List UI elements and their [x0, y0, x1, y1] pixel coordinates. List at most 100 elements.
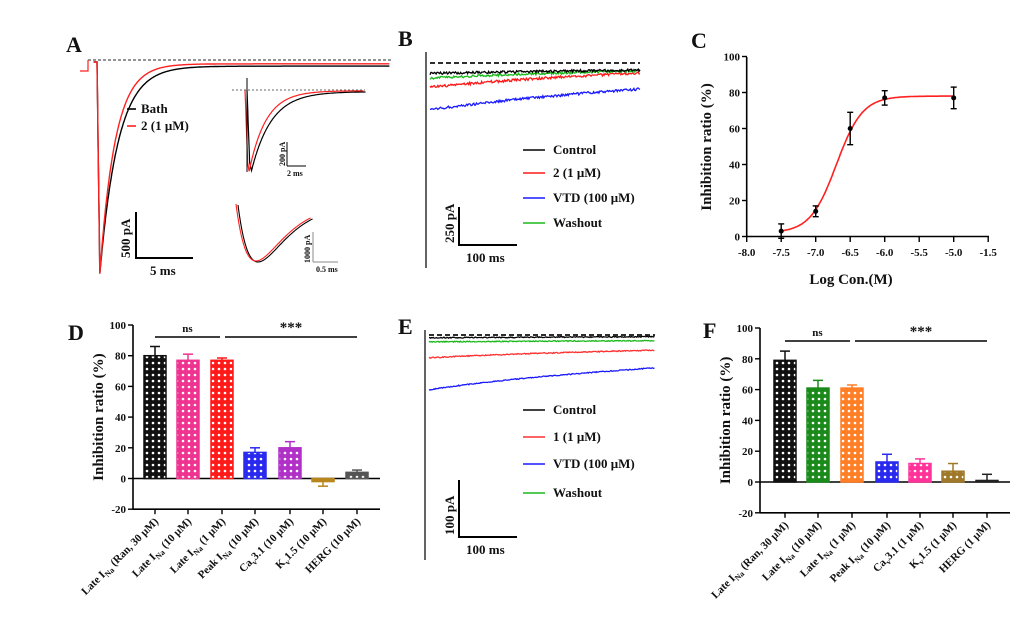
bar [773, 359, 797, 483]
inset2-trace [237, 204, 313, 263]
significance-label: *** [910, 324, 933, 340]
y-tick-label: 100 [737, 323, 754, 335]
y-tick-label: 0 [121, 474, 127, 486]
panel-c-dose-response: 0 20 40 60 80 100 -8.0 -7.5 -7.0 -6.5 -6.0 -5.5 -5.0… [699, 52, 997, 289]
x-tick-label: -1.5 [979, 247, 997, 259]
y-tick-label: 0 [748, 477, 754, 489]
panel-a-current-traces: Bath 2 (1 μM) 500 pA 5 ms 200 pA2 ms 1000 pA 0… [80, 59, 392, 278]
x-tick-label: -8.0 [738, 247, 756, 259]
inset2-scale-label-time: 0.5 ms [316, 265, 338, 274]
significance-label: ns [812, 327, 823, 339]
trace-washout [428, 339, 655, 344]
y-tick-label: 100 [110, 320, 127, 332]
trace-control [428, 335, 655, 339]
x-tick-label-subscript: v [917, 557, 926, 566]
x-tick-label-subscript: v [283, 558, 292, 567]
y-tick-label: 60 [115, 381, 127, 393]
legend-label: Control [553, 142, 596, 157]
trace-vtd [429, 87, 641, 111]
significance-label: ns [182, 323, 193, 335]
bar [143, 354, 167, 480]
bar [176, 359, 200, 480]
x-tick-label-suffix: (1 μM) [825, 519, 858, 552]
panel-e-current-traces: Control 1 (1 μM) VTD (100 μM) Washout 100 pA… [424, 330, 655, 560]
legend-label: Washout [553, 215, 603, 230]
y-tick-label: -20 [738, 508, 753, 520]
bar [941, 470, 965, 483]
bar [908, 462, 932, 483]
data-point [778, 228, 784, 234]
legend-label: 1 (1 μM) [553, 429, 601, 444]
panel-label-C: C [691, 28, 707, 53]
y-axis-label: Inhibition ratio (%) [91, 353, 107, 481]
scale-label-time: 5 ms [150, 263, 176, 278]
trace-2 [429, 70, 641, 89]
panel-label-D: D [68, 320, 84, 345]
inset1-trace [244, 89, 364, 172]
bar [345, 471, 369, 480]
x-tick-label: -7.5 [772, 247, 790, 259]
panel-label-E: E [398, 314, 413, 339]
inset2-trace [235, 203, 311, 262]
y-tick-label: 80 [729, 88, 741, 100]
y-axis-label: Inhibition ratio (%) [718, 357, 734, 485]
panel-label-B: B [398, 26, 413, 51]
y-tick-label: 0 [735, 232, 741, 244]
data-point [951, 95, 957, 101]
bar [278, 447, 302, 480]
x-tick-label: -5.5 [910, 247, 928, 259]
trace-1 [428, 349, 655, 359]
panel-label-A: A [66, 32, 82, 57]
x-tick-label-suffix: (10 μM) [157, 516, 194, 553]
inset1-scale-label-current: 200 pA [278, 142, 287, 166]
data-point [882, 95, 888, 101]
bar [311, 477, 335, 483]
x-tick-label-subscript: v [884, 557, 893, 566]
legend-label: VTD (100 μM) [553, 190, 635, 205]
x-tick-label: Peak INa (10 μM) [196, 516, 263, 583]
significance-label: *** [280, 320, 303, 336]
fit-curve [781, 95, 954, 232]
bar [840, 387, 864, 483]
panel-b-current-traces: Control 2 (1 μM) VTD (100 μM) Washout 250 pA… [425, 52, 641, 268]
x-tick-label-subscript: v [250, 558, 259, 567]
scale-label-time: 100 ms [466, 542, 505, 557]
scale-label-current: 250 pA [442, 203, 457, 243]
scale-label-current: 500 pA [118, 218, 133, 258]
trace-compound-2 [93, 61, 390, 274]
y-axis-label: Inhibition ratio (%) [699, 83, 715, 211]
trace-control [429, 67, 641, 76]
scale-label-time: 100 ms [466, 250, 505, 265]
y-tick-label: 20 [115, 443, 127, 455]
legend-label: 2 (1 μM) [141, 118, 189, 133]
bar [210, 359, 234, 480]
bar [975, 479, 999, 483]
y-tick-label: -20 [111, 504, 126, 516]
data-point [813, 208, 819, 214]
bar [875, 461, 899, 483]
panel-label-F: F [703, 318, 716, 343]
trace-vtd [428, 367, 655, 391]
bar [243, 451, 267, 480]
bar [806, 387, 830, 483]
x-tick-label-suffix: (10 μM) [787, 519, 824, 556]
legend-label: 2 (1 μM) [553, 165, 601, 180]
x-axis-label: Log Con.(M) [809, 272, 892, 288]
legend-label: Bath [141, 101, 169, 116]
y-tick-label: 80 [742, 354, 754, 366]
legend-label: VTD (100 μM) [553, 456, 635, 471]
x-tick-label: -6.0 [876, 247, 894, 259]
x-tick-label: -5.0 [945, 247, 963, 259]
x-tick-label: -7.0 [807, 247, 825, 259]
y-tick-label: 60 [729, 124, 741, 136]
y-tick-label: 40 [742, 415, 754, 427]
inset1-scale-label-time: 2 ms [287, 169, 303, 178]
inset1-trace [246, 89, 366, 173]
voltage-step-marker [80, 60, 89, 72]
trace-bath [93, 61, 390, 274]
y-tick-label: 100 [724, 52, 741, 64]
y-tick-label: 20 [742, 446, 754, 458]
data-point [847, 126, 853, 131]
x-tick-label: -6.5 [841, 247, 859, 259]
